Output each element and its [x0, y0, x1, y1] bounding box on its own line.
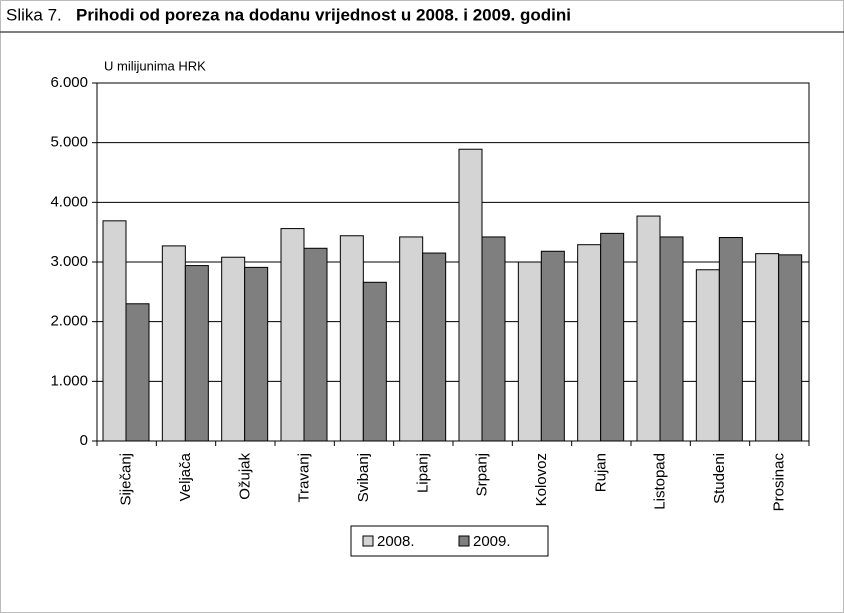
bar — [481, 236, 506, 442]
bar — [102, 220, 127, 442]
y-tick-label: 6.000 — [50, 74, 88, 91]
bar — [339, 235, 364, 442]
bar — [517, 261, 542, 442]
y-tick-label: 0 — [80, 432, 88, 449]
legend-label: 2009. — [473, 533, 511, 550]
bar — [540, 250, 565, 442]
x-tick-label: Svibanj — [355, 453, 372, 502]
bar — [125, 303, 150, 442]
bar — [695, 269, 720, 442]
bar — [362, 281, 387, 442]
legend-swatch — [458, 535, 470, 547]
legend-label: 2008. — [377, 533, 415, 550]
bar — [422, 252, 447, 442]
x-tick-label: Lipanj — [414, 453, 431, 493]
bar — [659, 236, 684, 442]
y-tick-label: 5.000 — [50, 134, 88, 151]
bar — [755, 253, 780, 442]
bar — [184, 265, 209, 442]
x-tick-label: Studeni — [711, 453, 728, 504]
bar — [221, 256, 246, 442]
y-tick-label: 1.000 — [50, 372, 88, 389]
x-tick-label: Kolovoz — [533, 453, 550, 506]
bar — [600, 232, 625, 442]
bar — [399, 236, 424, 442]
x-tick-label: Srpanj — [474, 453, 491, 496]
y-tick-label: 3.000 — [50, 253, 88, 270]
legend-swatch — [362, 535, 374, 547]
x-tick-label: Rujan — [592, 453, 609, 492]
y-axis-label: U milijunima HRK — [104, 58, 206, 73]
bar — [636, 215, 661, 442]
y-tick-label: 2.000 — [50, 313, 88, 330]
x-tick-label: Veljača — [177, 452, 194, 501]
y-tick-label: 4.000 — [50, 193, 88, 210]
bar — [161, 245, 186, 442]
chart-title: Prihodi od poreza na dodanu vrijednost u… — [76, 5, 571, 24]
x-tick-label: Ožujak — [236, 453, 253, 500]
x-tick-label: Listopad — [652, 453, 669, 510]
bar — [458, 148, 483, 442]
bar — [280, 228, 305, 442]
bar — [718, 237, 743, 442]
bar — [778, 254, 803, 442]
figure-label: Slika 7. — [6, 5, 62, 24]
bar — [303, 247, 328, 442]
bar — [244, 266, 269, 442]
x-tick-label: Siječanj — [118, 453, 135, 506]
bar — [577, 244, 602, 442]
x-tick-label: Prosinac — [770, 453, 787, 512]
legend-box — [350, 525, 549, 557]
x-tick-label: Travanj — [296, 453, 313, 502]
